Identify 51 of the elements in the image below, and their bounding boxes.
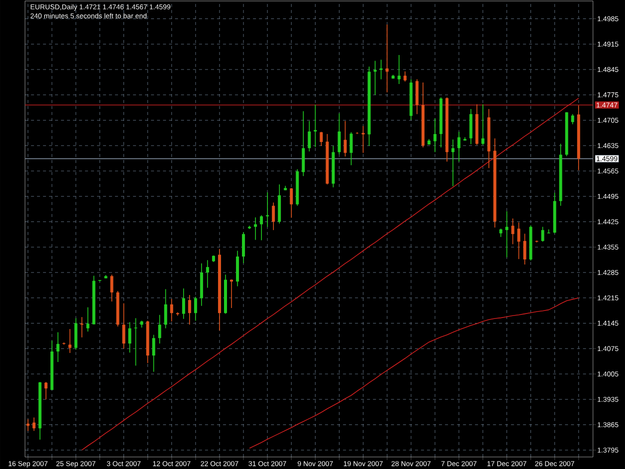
candlestick xyxy=(457,131,460,162)
candlestick xyxy=(134,318,138,366)
candlestick xyxy=(194,296,198,322)
candlestick xyxy=(398,54,401,84)
candlestick xyxy=(170,298,174,322)
candlestick xyxy=(338,112,341,155)
candlestick xyxy=(68,328,72,354)
candlestick xyxy=(433,118,436,153)
candlestick xyxy=(230,278,233,308)
candlestick xyxy=(266,192,269,228)
candlestick xyxy=(86,306,90,332)
candlestick xyxy=(110,274,114,302)
candlestick xyxy=(517,222,520,260)
candlestick xyxy=(505,210,508,258)
candlestick xyxy=(541,226,544,242)
candlestick xyxy=(164,288,168,329)
candlestick xyxy=(314,104,317,148)
candlestick xyxy=(242,232,245,264)
candlestick xyxy=(511,218,514,245)
candlestick xyxy=(451,139,454,187)
candlestick xyxy=(158,314,162,344)
candlestick xyxy=(44,382,48,400)
candlestick xyxy=(481,104,484,146)
candlestick xyxy=(404,70,407,82)
line-series xyxy=(81,98,580,450)
candlestick xyxy=(571,114,574,125)
candlestick xyxy=(350,132,353,166)
candlestick xyxy=(182,288,186,320)
candlestick xyxy=(344,120,347,157)
candlestick xyxy=(272,202,275,230)
candlestick xyxy=(308,120,311,152)
candlestick xyxy=(320,131,323,146)
candlestick xyxy=(206,260,210,288)
candlestick xyxy=(188,294,192,326)
candlestick xyxy=(254,216,257,240)
candlestick xyxy=(523,233,526,265)
candlestick xyxy=(362,126,365,154)
candlestick xyxy=(380,59,383,80)
candlestick xyxy=(26,418,30,432)
candlestick xyxy=(386,24,389,93)
candlestick xyxy=(290,188,293,218)
candlestick xyxy=(128,322,132,353)
candlestick xyxy=(152,334,156,372)
candlestick xyxy=(56,332,60,362)
candlestick xyxy=(122,302,126,350)
candlestick xyxy=(32,417,36,432)
line-series xyxy=(249,297,580,449)
candlestick xyxy=(260,214,263,241)
candlestick xyxy=(302,110,305,176)
candlestick xyxy=(80,316,84,338)
candlestick xyxy=(416,78,419,114)
